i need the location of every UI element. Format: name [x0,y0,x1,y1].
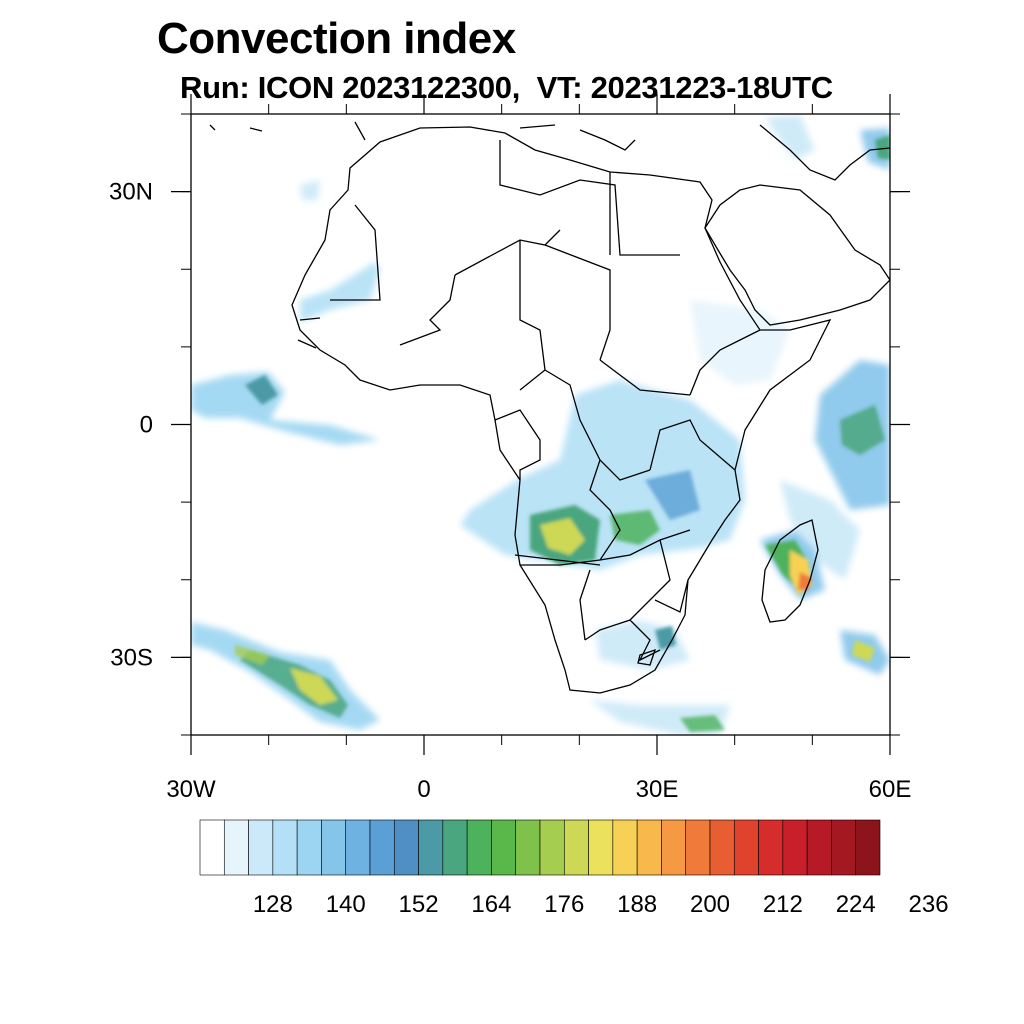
lon-tick-label: 30E [636,776,679,803]
colorbar-label: 128 [253,891,293,918]
colorbar-swatch [272,819,298,876]
colorbar-swatch [418,819,444,876]
colorbar-swatch [223,819,249,876]
colorbar-swatch [636,819,662,876]
colorbar-swatch [515,819,541,876]
lat-tick-label: 0 [140,412,153,439]
colorbar-swatch [855,819,881,876]
lat-tick-label: 30N [109,179,153,206]
colorbar-swatch [661,819,687,876]
colorbar-swatch [588,819,614,876]
plot-subtitle: Run: ICON 2023122300, VT: 20231223-18UTC [180,70,833,105]
colorbar-swatch [248,819,274,876]
colorbar-swatch [685,819,711,876]
lon-tick-label: 30W [166,776,216,803]
lon-tick-label: 60E [869,776,912,803]
colorbar-swatch [563,819,589,876]
africa-coastline [291,126,832,694]
colorbar: 128 140 152 164 176 188 200 212 224 236 [199,819,949,918]
colorbar-label: 188 [617,891,657,918]
colorbar-label: 176 [544,891,584,918]
colorbar-swatch [758,819,784,876]
colorbar-swatch [709,819,735,876]
colorbar-label: 164 [471,891,511,918]
colorbar-label: 200 [690,891,730,918]
field-region-tropical-atlantic [191,372,380,445]
coastlines-borders [209,121,890,694]
colorbar-label: 236 [909,891,949,918]
colorbar-label: 140 [326,891,366,918]
madagascar-coastline [761,519,819,623]
colorbar-swatch [806,819,832,876]
colorbar-swatch [442,819,468,876]
colorbar-label: 224 [836,891,876,918]
colorbar-swatch [539,819,565,876]
colorbar-swatch [345,819,371,876]
colorbar-swatch [296,819,322,876]
colorbar-swatch [831,819,857,876]
colorbar-swatch [612,819,638,876]
colorbar-swatch [782,819,808,876]
colorbar-swatch [393,819,419,876]
colorbar-swatch [321,819,347,876]
convection-field [191,115,890,735]
colorbar-swatch [466,819,492,876]
lon-tick-label: 0 [417,776,430,803]
colorbar-swatch [199,819,225,876]
colorbar-swatch [491,819,517,876]
colorbar-label: 212 [763,891,803,918]
plot-title: Convection index [157,14,516,63]
lat-tick-label: 30S [110,644,153,671]
field-region-west-africa-coast [300,262,380,322]
colorbar-swatch [369,819,395,876]
axis-layer: 30W 0 30E 60E 30N 0 30S [109,94,911,803]
colorbar-label: 152 [399,891,439,918]
colorbar-swatch [733,819,759,876]
